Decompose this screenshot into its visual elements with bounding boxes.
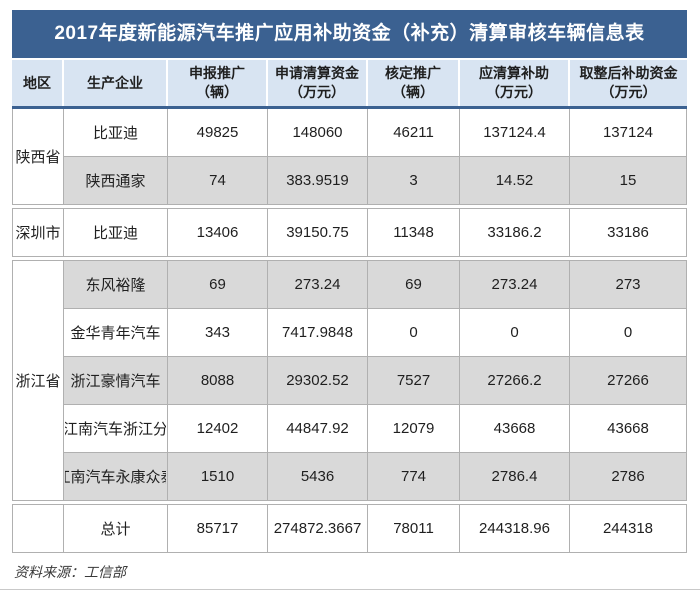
- value-cell: 29302.52: [268, 357, 368, 405]
- value-cell: 43668: [570, 405, 687, 453]
- company-cell: 陕西通家: [64, 157, 168, 205]
- value-cell: 33186: [570, 208, 687, 257]
- value-cell: 8088: [168, 357, 268, 405]
- total-label-cell: 总计: [64, 504, 168, 553]
- value-cell: 12079: [368, 405, 460, 453]
- value-cell: 244318: [570, 504, 687, 553]
- table-row: 陕西省 比亚迪 49825 148060 46211 137124.4 1371…: [12, 109, 687, 205]
- col-header-region: 地区: [12, 60, 64, 106]
- bottom-divider: [0, 589, 700, 590]
- company-cell: 江南汽车浙江分: [64, 405, 168, 453]
- region-cell: 深圳市: [12, 208, 64, 257]
- value-cell: 5436: [268, 453, 368, 501]
- company-cell: 浙江豪情汽车: [64, 357, 168, 405]
- value-cell: 774: [368, 453, 460, 501]
- value-cell: 15: [570, 157, 687, 205]
- table-row: 浙江省 东风裕隆 69 273.24 69 273.24 273: [12, 260, 687, 501]
- table-row: 江南汽车永康众泰 1510 5436 774 2786.4 2786: [12, 453, 687, 501]
- company-cell: 江南汽车永康众泰: [64, 453, 168, 501]
- subsidy-table: 地区 生产企业 申报推广 （辆） 申请清算资金 （万元） 核定推广 （辆） 应清算补助…: [12, 60, 687, 553]
- value-cell: 2786.4: [460, 453, 570, 501]
- total-row: 总计 85717 274872.3667 78011 244318.96 244…: [12, 504, 687, 553]
- header-divider: [12, 106, 687, 109]
- value-cell: 49825: [168, 109, 268, 157]
- value-cell: 148060: [268, 109, 368, 157]
- value-cell: 27266: [570, 357, 687, 405]
- value-cell: 0: [570, 309, 687, 357]
- value-cell: 273.24: [268, 260, 368, 309]
- region-cell-empty: [12, 504, 64, 553]
- value-cell: 69: [368, 260, 460, 309]
- header-row: 地区 生产企业 申报推广 （辆） 申请清算资金 （万元） 核定推广 （辆） 应清算补助…: [12, 60, 687, 106]
- table-row: 深圳市 比亚迪 13406 39150.75 11348 33186.2 331…: [12, 208, 687, 257]
- company-cell: 金华青年汽车: [64, 309, 168, 357]
- table-row: 浙江豪情汽车 8088 29302.52 7527 27266.2 27266: [12, 357, 687, 405]
- value-cell: 0: [460, 309, 570, 357]
- region-cell: 陕西省: [12, 109, 64, 205]
- value-cell: 273.24: [460, 260, 570, 309]
- value-cell: 13406: [168, 208, 268, 257]
- value-cell: 383.9519: [268, 157, 368, 205]
- company-cell: 比亚迪: [64, 208, 168, 257]
- value-cell: 0: [368, 309, 460, 357]
- table-row: 金华青年汽车 343 7417.9848 0 0 0: [12, 309, 687, 357]
- group-spacer: [12, 257, 687, 260]
- value-cell: 7417.9848: [268, 309, 368, 357]
- value-cell: 137124: [570, 109, 687, 157]
- col-header-requested: 申请清算资金 （万元）: [268, 60, 368, 106]
- value-cell: 69: [168, 260, 268, 309]
- value-cell: 1510: [168, 453, 268, 501]
- region-cell: 浙江省: [12, 260, 64, 501]
- col-header-rounded: 取整后补助资金 （万元）: [570, 60, 687, 106]
- value-cell: 74: [168, 157, 268, 205]
- value-cell: 137124.4: [460, 109, 570, 157]
- page-title: 2017年度新能源汽车推广应用补助资金（补充）清算审核车辆信息表: [12, 10, 687, 58]
- value-cell: 78011: [368, 504, 460, 553]
- report-sheet: 2017年度新能源汽车推广应用补助资金（补充）清算审核车辆信息表 地区 生产企业…: [12, 10, 687, 582]
- value-cell: 244318.96: [460, 504, 570, 553]
- value-cell: 27266.2: [460, 357, 570, 405]
- source-note: 资料来源：工信部: [14, 564, 126, 580]
- value-cell: 2786: [570, 453, 687, 501]
- value-cell: 85717: [168, 504, 268, 553]
- col-header-declared: 申报推广 （辆）: [168, 60, 268, 106]
- value-cell: 343: [168, 309, 268, 357]
- value-cell: 273: [570, 260, 687, 309]
- table-row: 江南汽车浙江分 12402 44847.92 12079 43668 43668: [12, 405, 687, 453]
- value-cell: 12402: [168, 405, 268, 453]
- table-row: 陕西通家 74 383.9519 3 14.52 15: [12, 157, 687, 205]
- value-cell: 43668: [460, 405, 570, 453]
- group-spacer: [12, 205, 687, 208]
- company-cell: 比亚迪: [64, 109, 168, 157]
- value-cell: 11348: [368, 208, 460, 257]
- col-header-approved: 核定推广 （辆）: [368, 60, 460, 106]
- value-cell: 44847.92: [268, 405, 368, 453]
- value-cell: 46211: [368, 109, 460, 157]
- value-cell: 3: [368, 157, 460, 205]
- value-cell: 33186.2: [460, 208, 570, 257]
- col-header-company: 生产企业: [64, 60, 168, 106]
- company-cell: 东风裕隆: [64, 260, 168, 309]
- col-header-payable: 应清算补助 （万元）: [460, 60, 570, 106]
- group-spacer: [12, 501, 687, 504]
- value-cell: 7527: [368, 357, 460, 405]
- value-cell: 274872.3667: [268, 504, 368, 553]
- value-cell: 14.52: [460, 157, 570, 205]
- value-cell: 39150.75: [268, 208, 368, 257]
